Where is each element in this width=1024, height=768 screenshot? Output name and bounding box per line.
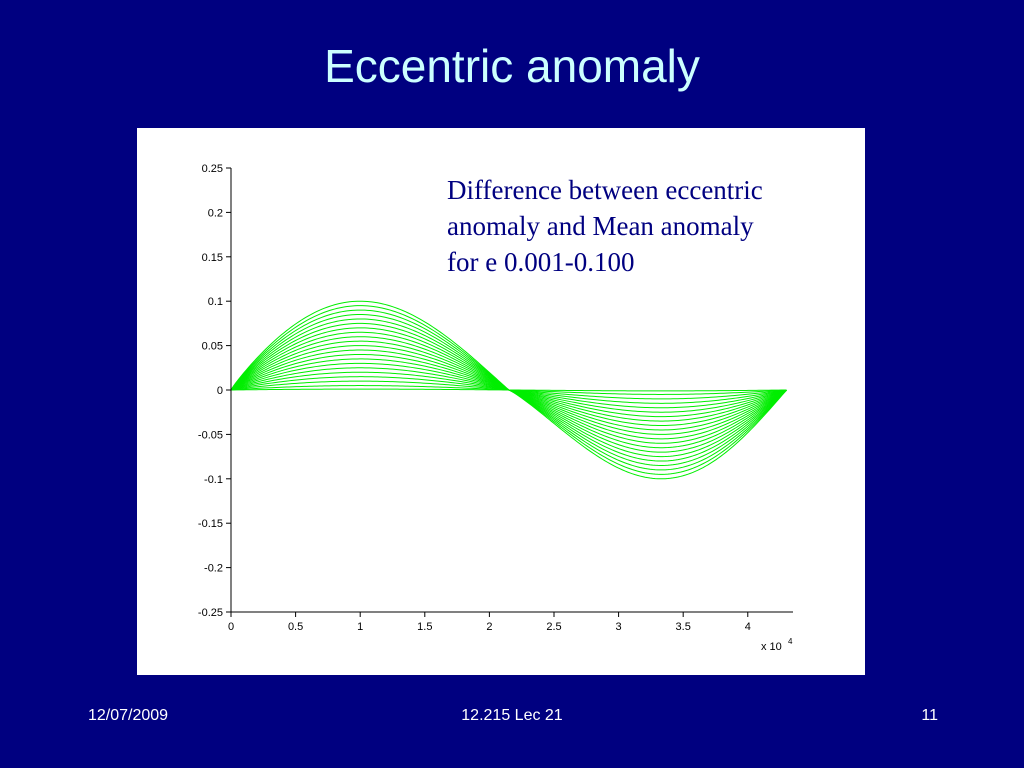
x-tick-label: 3: [616, 621, 622, 633]
y-tick-label: 0.15: [202, 252, 223, 264]
y-tick-label: -0.05: [198, 429, 223, 441]
chart: 0.25 0.2 0.15 0.1 0.05 0 -0.05 -0.1 -0.15 -0.2 -0.…: [198, 163, 793, 653]
x-tick-label: 1: [357, 621, 363, 633]
annotation-line-1: Difference between eccentric: [447, 175, 763, 205]
x-tick-label: 1.5: [417, 621, 432, 633]
footer-date: 12/07/2009: [88, 707, 169, 724]
annotation-line-2: anomaly and Mean anomaly: [447, 211, 754, 241]
x-tick-label: 2: [486, 621, 492, 633]
series-line-e-0.1: [230, 300, 787, 480]
y-tick-label: 0.25: [202, 163, 223, 175]
x-multiplier-label: x 10: [761, 641, 782, 653]
x-tick-label: 0: [228, 621, 234, 633]
footer-page-number: 11: [921, 707, 938, 724]
tick-layer: 0.25 0.2 0.15 0.1 0.05 0 -0.05 -0.1 -0.15 -0.2 -0.…: [198, 163, 751, 633]
series-layer: [230, 300, 787, 480]
y-tick-label: -0.25: [198, 607, 223, 619]
footer-lecture: 12.215 Lec 21: [461, 707, 563, 724]
y-tick-label: 0.05: [202, 341, 223, 353]
x-tick-label: 2.5: [546, 621, 561, 633]
x-tick-label: 0.5: [288, 621, 303, 633]
chart-annotation: Difference between eccentric anomaly and…: [447, 172, 857, 280]
x-tick-label: 3.5: [676, 621, 691, 633]
y-tick-label: -0.2: [204, 563, 223, 575]
figure-panel: 0.25 0.2 0.15 0.1 0.05 0 -0.05 -0.1 -0.15 -0.2 -0.…: [137, 128, 865, 675]
y-tick-label: 0.1: [208, 296, 223, 308]
y-tick-label: -0.15: [198, 518, 223, 530]
y-tick-label: -0.1: [204, 474, 223, 486]
y-tick-label: 0: [217, 385, 223, 397]
x-multiplier-exponent: 4: [788, 637, 793, 646]
annotation-line-3: for e 0.001-0.100: [447, 247, 635, 277]
slide-title: Eccentric anomaly: [324, 40, 700, 92]
x-tick-label: 4: [745, 621, 751, 633]
y-tick-label: 0.2: [208, 207, 223, 219]
